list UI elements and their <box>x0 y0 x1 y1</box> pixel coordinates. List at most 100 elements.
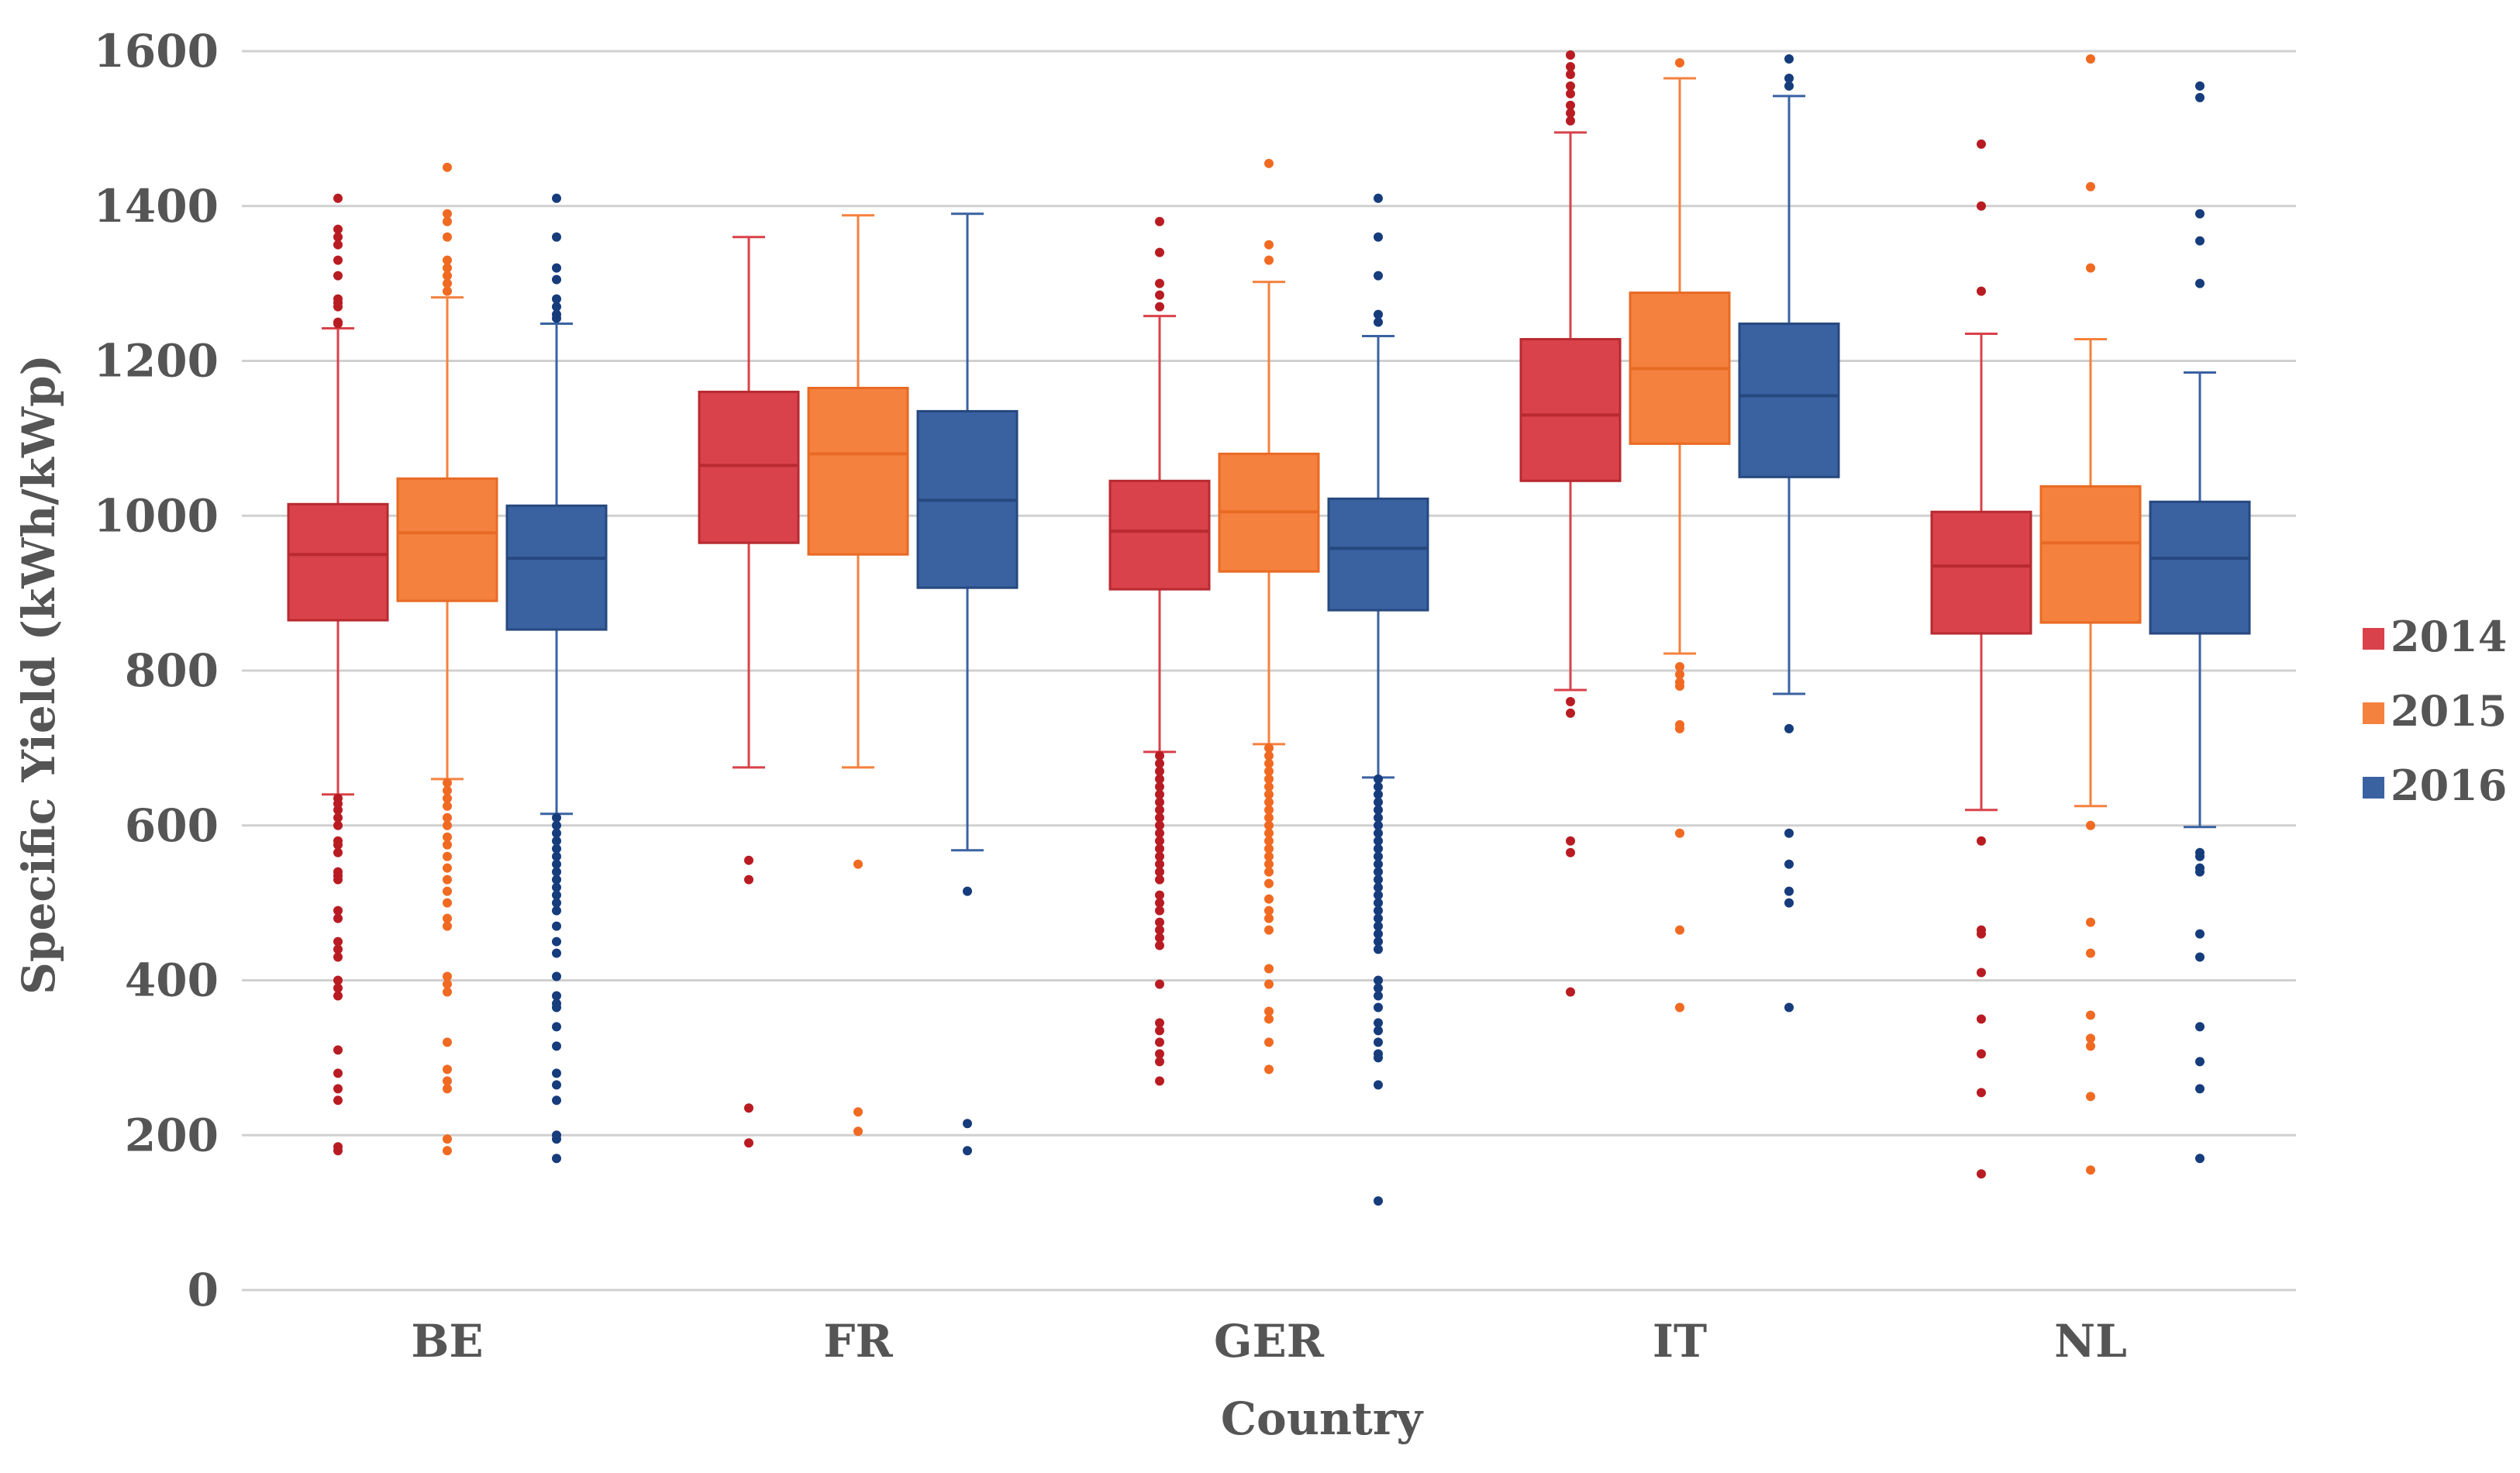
outlier-point <box>1374 1053 1383 1063</box>
outlier-point <box>1374 1002 1383 1012</box>
box-NL-2014 <box>1930 139 2032 1179</box>
x-axis-ticks: BE FR GER IT NL <box>411 1315 2127 1368</box>
outlier-point <box>1155 789 1164 799</box>
outlier-point <box>552 937 561 947</box>
outlier-point <box>443 1064 452 1075</box>
outlier-point <box>2086 1041 2095 1051</box>
box-BE-2015 <box>396 162 498 1156</box>
outlier-point <box>1264 925 1274 935</box>
outlier-point <box>443 263 452 273</box>
outlier-point <box>2086 53 2095 64</box>
outlier-point <box>1374 1080 1383 1090</box>
outlier-point <box>1264 964 1274 974</box>
box-FR-2014 <box>698 236 800 1148</box>
outlier-point <box>333 820 343 830</box>
outlier-point <box>443 987 452 997</box>
outlier-point <box>443 1146 452 1156</box>
outlier-point <box>1374 851 1383 861</box>
outlier-point <box>333 193 343 203</box>
outlier-point <box>333 906 343 916</box>
outlier-point <box>1977 1049 1986 1059</box>
outlier-point <box>1264 859 1274 869</box>
outlier-point <box>1566 50 1575 60</box>
outlier-point <box>1264 255 1274 265</box>
outlier-point <box>2195 1057 2205 1067</box>
legend-swatch-2016 <box>2363 777 2384 799</box>
outlier-point <box>333 952 343 962</box>
outlier-point <box>443 1084 452 1094</box>
outlier-point <box>1374 1037 1383 1047</box>
outlier-point <box>1155 302 1164 312</box>
outlier-point <box>443 812 452 823</box>
outlier-point <box>1977 139 1986 149</box>
box-NL-2015 <box>2039 53 2142 1175</box>
outlier-point <box>1977 201 1986 211</box>
outlier-point <box>1155 917 1164 927</box>
y-axis-label: Specific Yield (kWh/kWp) <box>12 354 65 995</box>
outlier-point <box>1155 774 1164 784</box>
outlier-point <box>1675 662 1684 672</box>
outlier-point <box>552 906 561 916</box>
outlier-point <box>1264 812 1274 823</box>
outlier-point <box>2086 1165 2095 1175</box>
outlier-point <box>1155 797 1164 807</box>
outlier-point <box>443 1037 452 1047</box>
outlier-point <box>333 847 343 857</box>
outlier-point <box>1264 1006 1274 1016</box>
outlier-point <box>1566 836 1575 846</box>
box-IT-2015 <box>1629 57 1731 1012</box>
x-tick-label: GER <box>1214 1315 1325 1368</box>
outlier-point <box>1566 116 1575 126</box>
outlier-point <box>1155 979 1164 989</box>
outlier-point <box>1155 1018 1164 1028</box>
outlier-point <box>1566 987 1575 997</box>
legend-label-2016: 2016 <box>2391 761 2507 810</box>
outlier-point <box>2086 1092 2095 1102</box>
outlier-point <box>1374 874 1383 885</box>
outlier-point <box>744 874 753 885</box>
outlier-point <box>1264 828 1274 838</box>
outlier-point <box>552 867 561 877</box>
outlier-point <box>443 209 452 219</box>
outlier-point <box>744 855 753 865</box>
outlier-point <box>333 937 343 947</box>
outlier-point <box>1155 1076 1164 1086</box>
outlier-point <box>552 263 561 273</box>
box-FR-2016 <box>916 212 1019 1156</box>
outlier-point <box>1155 820 1164 830</box>
box-body <box>1519 338 1622 482</box>
outlier-point <box>1374 975 1383 985</box>
outlier-point <box>443 278 452 288</box>
box-series <box>287 50 2251 1206</box>
outlier-point <box>1264 758 1274 768</box>
outlier-point <box>443 913 452 923</box>
outlier-point <box>1374 991 1383 1001</box>
outlier-point <box>552 890 561 900</box>
outlier-point <box>443 162 452 172</box>
outlier-point <box>1155 890 1164 900</box>
outlier-point <box>1566 81 1575 91</box>
outlier-point <box>744 1138 753 1148</box>
outlier-point <box>552 1095 561 1106</box>
outlier-point <box>963 1119 972 1129</box>
outlier-point <box>333 1045 343 1055</box>
y-tick-label: 0 <box>188 1264 219 1316</box>
outlier-point <box>552 1002 561 1012</box>
outlier-point <box>1374 232 1383 242</box>
outlier-point <box>552 302 561 312</box>
outlier-point <box>552 882 561 892</box>
outlier-point <box>2086 820 2095 830</box>
outlier-point <box>443 255 452 265</box>
outlier-point <box>552 1068 561 1078</box>
outlier-point <box>1566 847 1575 857</box>
outlier-point <box>333 812 343 823</box>
outlier-point <box>1264 743 1274 753</box>
outlier-point <box>1566 696 1575 706</box>
outlier-point <box>1374 929 1383 939</box>
outlier-point <box>2195 209 2205 219</box>
outlier-point <box>333 1146 343 1156</box>
outlier-point <box>1264 906 1274 916</box>
outlier-point <box>1155 859 1164 869</box>
y-tick-label: 200 <box>125 1109 219 1161</box>
box-GER-2016 <box>1327 193 1429 1206</box>
